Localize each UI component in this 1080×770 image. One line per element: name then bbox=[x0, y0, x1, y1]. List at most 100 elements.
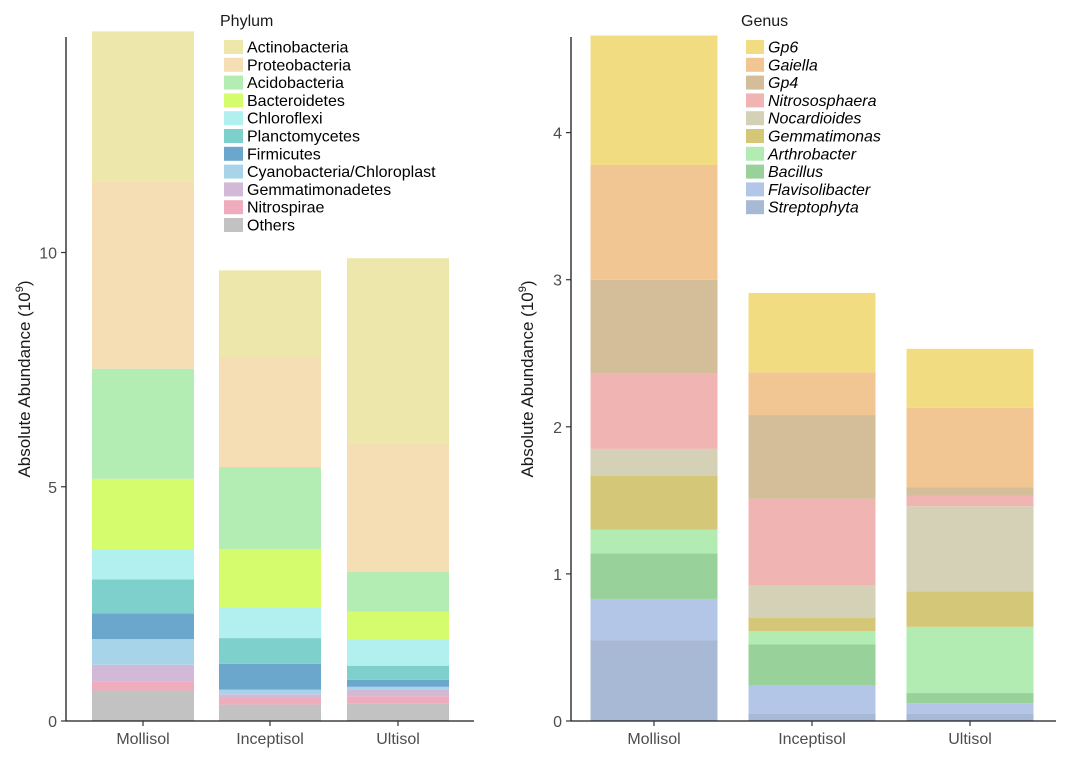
phylum-bar-inceptisol-bacteroidetes bbox=[219, 549, 321, 608]
genus-y-tick-label-3: 3 bbox=[553, 273, 562, 290]
phylum-legend-swatch-chloroflexi bbox=[224, 111, 243, 126]
genus-y-ticks: 0 1 2 3 4 bbox=[553, 126, 571, 731]
phylum-x-tick-label-mollisol: Mollisol bbox=[116, 731, 169, 748]
phylum-bar-ultisol-acidobacteria bbox=[347, 572, 449, 612]
phylum-bar-inceptisol-acidobacteria bbox=[219, 467, 321, 550]
phylum-legend-swatch-nitrospirae bbox=[224, 200, 243, 215]
phylum-legend-label-proteobacteria: Proteobacteria bbox=[247, 57, 351, 74]
genus-legend-label-bacillus: Bacillus bbox=[768, 164, 823, 181]
phylum-bar-ultisol-chloroflexi bbox=[347, 639, 449, 666]
genus-bar-ultisol-bacillus bbox=[906, 693, 1034, 704]
genus-bar-ultisol-nitrososphaera bbox=[906, 495, 1034, 507]
genus-bar-mollisol-gaiella bbox=[590, 164, 718, 280]
genus-bar-inceptisol-bacillus bbox=[748, 644, 876, 686]
genus-legend-swatch-flavisolibacter bbox=[746, 182, 764, 197]
genus-legend-label-nocardioides: Nocardioides bbox=[768, 111, 861, 128]
genus-y-tick-label-0: 0 bbox=[553, 714, 562, 731]
genus-bar-ultisol-gp4 bbox=[906, 487, 1034, 496]
genus-legend-swatch-nitrososphaera bbox=[746, 93, 764, 108]
genus-bar-mollisol-gp4 bbox=[590, 279, 718, 374]
genus-chart: 0 1 2 3 4 Mollisol Inceptisol Ultisol Absolute… bbox=[517, 13, 1056, 748]
phylum-bar-mollisol-actinobacteria bbox=[92, 31, 194, 182]
genus-x-tick-label-ultisol: Ultisol bbox=[948, 731, 992, 748]
genus-legend-swatch-nocardioides bbox=[746, 111, 764, 126]
phylum-bar-inceptisol-gemmatimonadetes bbox=[219, 694, 321, 699]
genus-bar-mollisol-arthrobacter bbox=[590, 529, 718, 554]
phylum-x-ticks: Mollisol Inceptisol Ultisol bbox=[116, 721, 420, 748]
genus-bar-inceptisol-gemmatimonas bbox=[748, 618, 876, 632]
genus-bar-inceptisol-gp4 bbox=[748, 415, 876, 499]
genus-bar-ultisol-gaiella bbox=[906, 407, 1034, 488]
genus-legend-swatch-streptophyta bbox=[746, 200, 764, 215]
phylum-legend-swatch-planctomycetes bbox=[224, 129, 243, 143]
genus-bar-inceptisol-nitrososphaera bbox=[748, 498, 876, 586]
phylum-bar-mollisol-others bbox=[92, 690, 194, 721]
phylum-legend-swatch-firmicutes bbox=[224, 146, 243, 161]
phylum-legend-label-others: Others bbox=[247, 218, 295, 235]
phylum-legend-label-gemmatimonadetes: Gemmatimonadetes bbox=[247, 182, 391, 199]
phylum-bar-ultisol-cyanobacteria-chloroplast bbox=[347, 686, 449, 690]
genus-legend-label-gp4: Gp4 bbox=[768, 75, 798, 92]
phylum-bar-inceptisol-firmicutes bbox=[219, 663, 321, 690]
genus-legend-label-streptophyta: Streptophyta bbox=[768, 200, 859, 217]
genus-x-ticks: Mollisol Inceptisol Ultisol bbox=[627, 721, 992, 748]
genus-legend-label-arthrobacter: Arthrobacter bbox=[767, 146, 857, 163]
phylum-y-tick-label-5: 5 bbox=[48, 480, 57, 497]
genus-bar-inceptisol-gp6 bbox=[748, 292, 876, 373]
phylum-bar-inceptisol-actinobacteria bbox=[219, 270, 321, 357]
phylum-bar-mollisol-firmicutes bbox=[92, 613, 194, 640]
genus-bar-mollisol-nitrososphaera bbox=[590, 373, 718, 449]
genus-legend-label-gaiella: Gaiella bbox=[768, 57, 818, 74]
phylum-legend-title: Phylum bbox=[220, 13, 273, 30]
genus-bar-ultisol-gemmatimonas bbox=[906, 591, 1034, 627]
phylum-bar-inceptisol-proteobacteria bbox=[219, 356, 321, 468]
phylum-bar-ultisol-nitrospirae bbox=[347, 696, 449, 704]
genus-bar-mollisol-gemmatimonas bbox=[590, 475, 718, 530]
phylum-bar-mollisol-gemmatimonadetes bbox=[92, 664, 194, 682]
phylum-bar-mollisol-bacteroidetes bbox=[92, 478, 194, 550]
genus-bar-inceptisol-nocardioides bbox=[748, 585, 876, 619]
phylum-y-tick-label-0: 0 bbox=[48, 714, 57, 731]
phylum-bar-ultisol-firmicutes bbox=[347, 679, 449, 687]
genus-bar-inceptisol-gaiella bbox=[748, 372, 876, 416]
phylum-bar-ultisol-planctomycetes bbox=[347, 665, 449, 680]
genus-legend-swatch-gaiella bbox=[746, 57, 764, 72]
phylum-y-ticks: 0 5 10 bbox=[39, 246, 66, 731]
genus-bar-ultisol-streptophyta bbox=[906, 713, 1034, 721]
genus-bar-inceptisol-streptophyta bbox=[748, 713, 876, 721]
phylum-y-axis-title: Absolute Abundance (109) bbox=[14, 280, 34, 477]
genus-x-tick-label-mollisol: Mollisol bbox=[627, 731, 680, 748]
genus-legend-swatch-gemmatimonas bbox=[746, 129, 764, 143]
genus-legend-swatch-gp4 bbox=[746, 75, 764, 90]
genus-legend-label-gemmatimonas: Gemmatimonas bbox=[768, 129, 881, 146]
genus-bar-inceptisol-arthrobacter bbox=[748, 631, 876, 645]
genus-legend-label-nitrososphaera: Nitrososphaera bbox=[768, 93, 877, 110]
phylum-bar-mollisol-nitrospirae bbox=[92, 681, 194, 691]
phylum-bar-mollisol-acidobacteria bbox=[92, 368, 194, 479]
phylum-bar-ultisol-proteobacteria bbox=[347, 443, 449, 573]
genus-legend-swatch-bacillus bbox=[746, 164, 764, 179]
phylum-bar-mollisol-cyanobacteria-chloroplast bbox=[92, 639, 194, 665]
phylum-legend-swatch-cyanobacteria-chloroplast bbox=[224, 164, 243, 179]
genus-bar-mollisol-bacillus bbox=[590, 553, 718, 599]
genus-bar-mollisol-flavisolibacter bbox=[590, 598, 718, 641]
genus-y-tick-label-2: 2 bbox=[553, 420, 562, 437]
genus-bar-ultisol-arthrobacter bbox=[906, 626, 1034, 694]
genus-bar-mollisol-streptophyta bbox=[590, 640, 718, 721]
genus-legend-title: Genus bbox=[741, 13, 788, 30]
phylum-bar-ultisol-others bbox=[347, 703, 449, 721]
phylum-bar-ultisol-bacteroidetes bbox=[347, 611, 449, 640]
genus-bar-ultisol-gp6 bbox=[906, 348, 1034, 408]
phylum-bar-mollisol-planctomycetes bbox=[92, 579, 194, 614]
phylum-legend-swatch-actinobacteria bbox=[224, 40, 243, 54]
phylum-legend-label-nitrospirae: Nitrospirae bbox=[247, 200, 324, 217]
phylum-legend-label-bacteroidetes: Bacteroidetes bbox=[247, 93, 345, 110]
genus-bar-inceptisol-flavisolibacter bbox=[748, 685, 876, 714]
genus-bars bbox=[590, 35, 1034, 721]
phylum-legend-label-planctomycetes: Planctomycetes bbox=[247, 129, 360, 146]
phylum-legend-swatch-acidobacteria bbox=[224, 75, 243, 90]
genus-legend: Gp6GaiellaGp4NitrososphaeraNocardioidesG… bbox=[746, 40, 881, 217]
phylum-legend: ActinobacteriaProteobacteriaAcidobacteri… bbox=[224, 40, 436, 235]
genus-legend-label-flavisolibacter: Flavisolibacter bbox=[768, 182, 871, 199]
